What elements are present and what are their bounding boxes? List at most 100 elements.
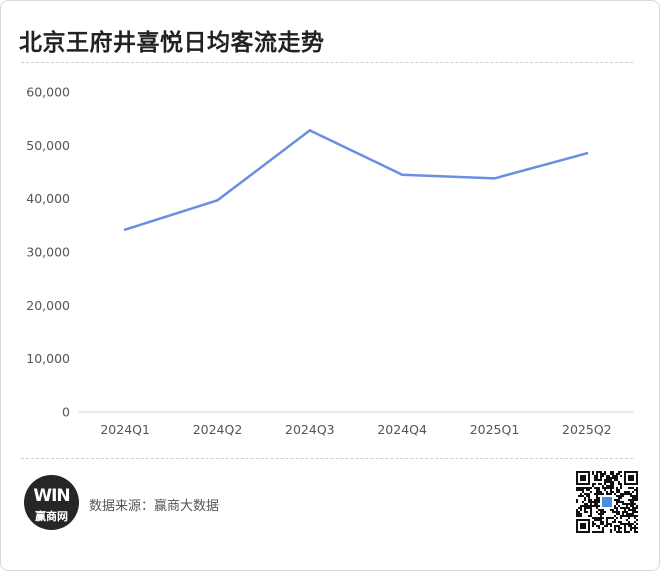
qr-module: [600, 513, 602, 515]
qr-module: [602, 511, 604, 513]
qr-module: [624, 493, 626, 495]
qr-module: [594, 483, 596, 485]
qr-module: [598, 491, 600, 493]
qr-module: [590, 505, 592, 507]
qr-module: [586, 495, 588, 497]
qr-module: [594, 523, 596, 525]
qr-module: [636, 489, 638, 491]
qr-module: [628, 487, 630, 489]
qr-module: [594, 505, 596, 507]
qr-module: [612, 517, 614, 519]
qr-module: [632, 491, 634, 493]
qr-module: [632, 503, 634, 505]
qr-module: [602, 493, 604, 495]
qr-module: [580, 487, 582, 489]
qr-module: [606, 485, 608, 487]
qr-module: [606, 491, 608, 493]
footer-divider: [21, 458, 633, 459]
qr-module: [602, 485, 604, 487]
qr-module: [616, 503, 618, 505]
qr-module: [628, 525, 630, 527]
logo-mark: WIN: [33, 486, 70, 506]
qr-module: [618, 513, 620, 515]
qr-module: [634, 525, 636, 527]
qr-center-logo: [602, 497, 612, 507]
qr-module: [590, 503, 592, 505]
qr-module: [606, 517, 608, 519]
qr-module: [636, 531, 638, 533]
qr-module: [624, 531, 626, 533]
qr-module: [578, 515, 580, 517]
qr-module: [634, 531, 636, 533]
qr-module: [596, 525, 598, 527]
qr-module: [612, 471, 614, 473]
qr-module: [632, 515, 634, 517]
x-tick-label: 2025Q1: [470, 422, 520, 437]
qr-module: [590, 515, 592, 517]
qr-module: [634, 509, 636, 511]
qr-module: [584, 493, 586, 495]
qr-module: [594, 501, 596, 503]
qr-module: [592, 523, 594, 525]
qr-module: [606, 523, 608, 525]
qr-code-icon[interactable]: [576, 471, 638, 533]
qr-module: [582, 489, 584, 491]
qr-module: [612, 509, 614, 511]
qr-module: [634, 517, 636, 519]
qr-module: [620, 527, 622, 529]
qr-module: [580, 493, 582, 495]
qr-module: [632, 513, 634, 515]
qr-module: [628, 531, 630, 533]
qr-module: [576, 489, 578, 491]
qr-module: [612, 511, 614, 513]
qr-module: [628, 521, 630, 523]
qr-module: [600, 531, 602, 533]
qr-module: [628, 493, 630, 495]
x-tick-label: 2024Q3: [285, 422, 335, 437]
qr-module: [616, 487, 618, 489]
qr-module: [598, 513, 600, 515]
qr-module: [628, 523, 630, 525]
qr-module: [590, 487, 592, 489]
qr-module: [596, 477, 598, 479]
qr-module: [636, 515, 638, 517]
qr-module: [618, 501, 620, 503]
qr-module: [596, 495, 598, 497]
qr-module: [580, 515, 582, 517]
qr-module: [618, 499, 620, 501]
qr-module: [592, 531, 594, 533]
qr-module: [636, 495, 638, 497]
qr-module: [598, 497, 600, 499]
qr-module: [626, 519, 628, 521]
qr-module: [584, 511, 586, 513]
qr-module: [606, 493, 608, 495]
y-tick-label: 50,000: [26, 138, 70, 153]
qr-module: [630, 509, 632, 511]
qr-module: [612, 521, 614, 523]
qr-module: [596, 519, 598, 521]
qr-module: [586, 487, 588, 489]
qr-module: [624, 511, 626, 513]
qr-module: [596, 489, 598, 491]
qr-module: [618, 521, 620, 523]
qr-module: [614, 511, 616, 513]
qr-module: [622, 493, 624, 495]
qr-module: [598, 517, 600, 519]
qr-module: [582, 495, 584, 497]
qr-module: [584, 497, 586, 499]
winshang-logo-icon: WIN 赢商网: [24, 475, 79, 530]
qr-module: [626, 523, 628, 525]
qr-module: [616, 531, 618, 533]
qr-module: [584, 503, 586, 505]
qr-module: [616, 495, 618, 497]
qr-module: [594, 499, 596, 501]
qr-module: [632, 505, 634, 507]
qr-module: [588, 499, 590, 501]
qr-module: [602, 529, 604, 531]
qr-module: [616, 491, 618, 493]
qr-module: [602, 531, 604, 533]
qr-module: [604, 473, 606, 475]
qr-module: [620, 517, 622, 519]
qr-module: [628, 515, 630, 517]
qr-module: [620, 495, 622, 497]
